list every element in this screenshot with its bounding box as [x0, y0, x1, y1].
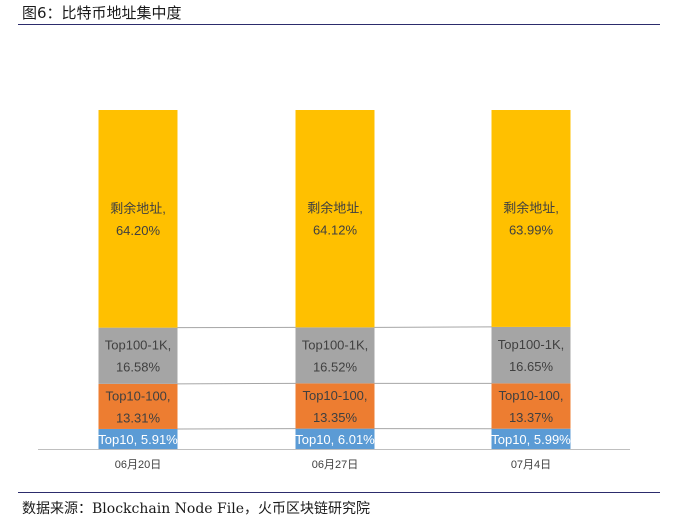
bar-segment-top10 [295, 428, 375, 449]
x-tick-label: 06月20日 [115, 459, 161, 471]
figure-title: 图6：比特币地址集中度 [22, 4, 182, 22]
bar-segment-top10_100 [491, 383, 571, 429]
data-label-top10_100: Top10-100, 13.35% [302, 388, 367, 425]
x-tick-label: 06月27日 [312, 459, 358, 471]
data-label-top10: Top10, 5.91% [98, 432, 178, 447]
bar-segment-remaining [295, 110, 375, 328]
bar-segment-top100_1k [98, 327, 178, 384]
data-label-remaining: 剩余地址, 63.99% [503, 200, 559, 237]
bar-segment-top10_100 [98, 383, 178, 429]
data-label-top10_100: Top10-100, 13.37% [498, 388, 563, 425]
bar-segment-remaining [491, 110, 571, 327]
bar-segment-top10 [491, 428, 571, 449]
data-label-top100_1k: Top100-1K, 16.58% [105, 338, 172, 375]
stacked-bar-chart: Top10, 5.91% Top10-100, 13.31% Top100-1K, 16… [38, 110, 630, 471]
source-note: 数据来源：Blockchain Node File，火币区块链研究院 [22, 501, 370, 517]
data-label-top10_100: Top10-100, 13.31% [105, 388, 170, 425]
data-label-remaining: 剩余地址, 64.12% [307, 201, 363, 238]
source-rule [18, 492, 660, 493]
data-label-remaining: 剩余地址, 64.20% [110, 201, 166, 238]
bar-segment-top10_100 [295, 383, 375, 429]
data-label-top100_1k: Top100-1K, 16.65% [498, 337, 565, 374]
data-label-top10: Top10, 5.99% [491, 432, 571, 447]
title-rule [18, 24, 660, 25]
bar-segment-top100_1k [295, 327, 375, 384]
x-tick-label: 07月4日 [511, 459, 551, 471]
bar-segment-top10 [98, 428, 178, 449]
bar-segment-remaining [98, 110, 178, 328]
data-label-top10: Top10, 6.01% [295, 432, 375, 447]
bar-segment-top100_1k [491, 326, 571, 384]
data-label-top100_1k: Top100-1K, 16.52% [302, 337, 369, 374]
